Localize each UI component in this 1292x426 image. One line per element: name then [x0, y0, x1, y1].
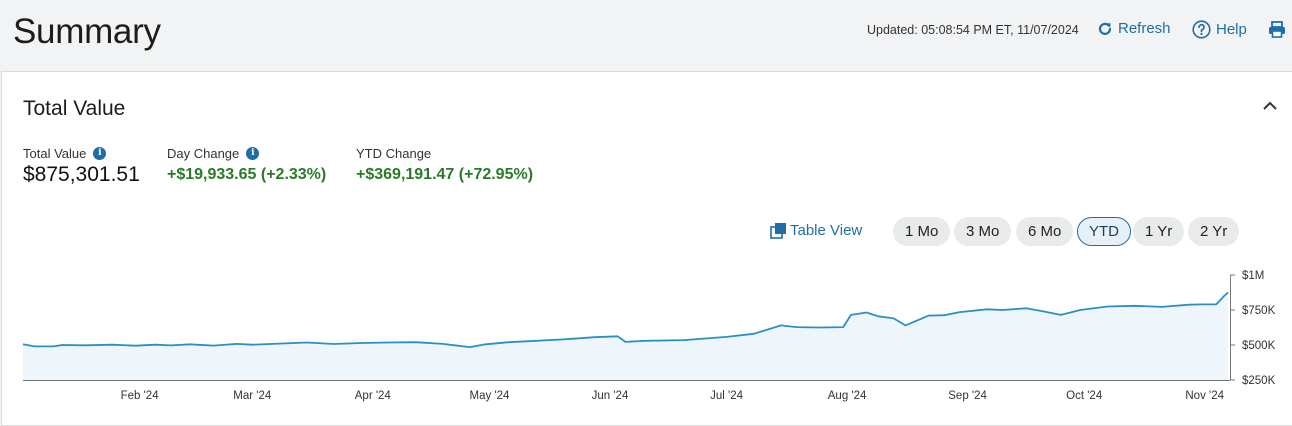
help-icon — [1192, 20, 1211, 39]
x-tick-label: Feb '24 — [121, 390, 160, 402]
metric-ytd-change: YTD Change +$369,191.47 (+72.95%) — [356, 145, 533, 184]
chart-line-series — [22, 291, 1229, 348]
y-tick-label: $750K — [1242, 305, 1276, 317]
metric-value: +$369,191.47 (+72.95%) — [356, 166, 534, 183]
refresh-button[interactable]: Refresh — [1097, 20, 1171, 37]
metric-value: $875,301.51 — [23, 163, 140, 186]
table-view-button[interactable]: Table View — [770, 222, 862, 239]
metric-total-value: Total Value i $875,301.51 — [23, 145, 140, 187]
print-button[interactable] — [1268, 21, 1291, 38]
x-tick-label: Jul '24 — [710, 390, 743, 402]
total-value-card: Total Value Total Value i $875,301.51 Da… — [1, 71, 1292, 426]
metric-day-change: Day Change i +$19,933.65 (+2.33%) — [167, 145, 326, 184]
printer-icon — [1269, 21, 1285, 38]
x-tick-label: Sep '24 — [948, 390, 987, 402]
info-icon[interactable]: i — [246, 146, 260, 160]
metric-value: +$19,933.65 (+2.33%) — [167, 166, 327, 183]
metric-label: Day Change — [167, 145, 240, 161]
x-tick-label: May '24 — [470, 390, 511, 402]
range-1-mo-button[interactable]: 1 Mo — [893, 217, 951, 246]
x-tick-label: Oct '24 — [1066, 390, 1103, 402]
y-tick-label: $250K — [1242, 375, 1276, 387]
refresh-label: Refresh — [1118, 20, 1171, 37]
table-view-icon — [770, 223, 786, 239]
x-tick-label: Jun '24 — [592, 390, 629, 402]
x-tick-label: Apr '24 — [355, 390, 392, 402]
range-2-yr-button[interactable]: 2 Yr — [1188, 217, 1240, 246]
chevron-up-icon[interactable] — [1262, 100, 1278, 112]
card-title: Total Value — [23, 97, 126, 120]
metric-label: Total Value — [23, 145, 87, 161]
table-view-label: Table View — [790, 222, 863, 239]
x-tick-label: Aug '24 — [828, 390, 867, 402]
updated-timestamp: Updated: 05:08:54 PM ET, 11/07/2024 — [867, 23, 1079, 37]
range-1-yr-button[interactable]: 1 Yr — [1133, 217, 1185, 246]
page-header: Summary Updated: 05:08:54 PM ET, 11/07/2… — [0, 0, 1292, 72]
x-tick-label: Nov '24 — [1185, 390, 1224, 402]
y-tick-label: $1M — [1242, 270, 1264, 282]
range-ytd-button[interactable]: YTD — [1077, 217, 1131, 246]
page-title: Summary — [13, 12, 161, 51]
help-label: Help — [1216, 21, 1247, 38]
metric-label: YTD Change — [356, 145, 432, 161]
info-icon[interactable]: i — [93, 146, 107, 160]
value-chart: Feb '24 Mar '24 Apr '24 May '24 Jun '24 Jul '… — [22, 270, 1276, 402]
x-tick-label: Mar '24 — [233, 390, 272, 402]
range-6-mo-button[interactable]: 6 Mo — [1016, 217, 1074, 246]
y-tick-label: $500K — [1242, 340, 1276, 352]
chart-area — [23, 292, 1228, 380]
range-3-mo-button[interactable]: 3 Mo — [954, 217, 1012, 246]
refresh-icon — [1098, 22, 1112, 35]
help-button[interactable]: Help — [1192, 20, 1247, 39]
